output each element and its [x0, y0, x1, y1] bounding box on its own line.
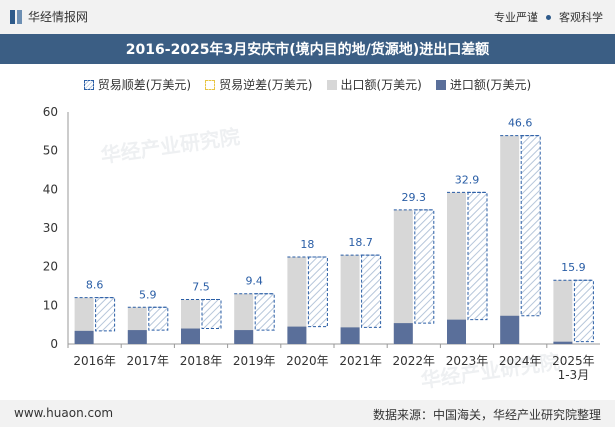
- x-tick-label: 2023年: [446, 354, 489, 368]
- brand-name: 华经情报网: [28, 10, 89, 24]
- legend-item-import: 进口额(万美元): [435, 76, 532, 93]
- import-bar: [127, 330, 147, 344]
- x-tick-label: 2024年: [499, 354, 542, 368]
- x-tick-label: 2017年: [127, 354, 170, 368]
- surplus-bar: [148, 306, 169, 331]
- data-label: 8.6: [86, 279, 104, 292]
- legend-item-surplus: 贸易顺差(万美元): [83, 76, 192, 93]
- surplus-bar: [201, 299, 222, 330]
- legend-swatch-surplus: [83, 79, 94, 90]
- data-label: 18: [300, 238, 314, 251]
- import-bar: [500, 315, 520, 344]
- chart-title: 2016-2025年3月安庆市(境内目的地/货源地)进出口差额: [125, 42, 490, 58]
- legend-label-surplus: 贸易顺差(万美元): [97, 78, 192, 92]
- export-bar: [287, 257, 307, 344]
- tagline: 专业严谨 客观科学: [494, 9, 603, 25]
- footer-url: www.huaon.com: [14, 406, 114, 420]
- import-bar: [447, 319, 466, 344]
- data-label: 7.5: [192, 281, 210, 294]
- footer: www.huaon.com 数据来源：中国海关，华经产业研究院整理: [0, 400, 615, 427]
- surplus-bar: [467, 191, 488, 321]
- y-tick-label: 0: [50, 337, 58, 351]
- x-tick-label: 1-3月: [558, 368, 590, 382]
- footer-source: 数据来源：中国海关，华经产业研究院整理: [372, 408, 601, 422]
- x-tick-label: 2020年: [286, 354, 329, 368]
- surplus-bar: [254, 293, 275, 331]
- legend-swatch-export: [326, 79, 337, 90]
- top-bar: 华经情报网 专业严谨 客观科学: [0, 0, 615, 34]
- legend-item-export: 出口额(万美元): [326, 76, 422, 93]
- x-tick-label: 2018年: [180, 354, 223, 368]
- data-label: 18.7: [348, 236, 373, 249]
- y-tick-label: 50: [43, 144, 58, 158]
- import-bar: [340, 327, 360, 344]
- y-tick-label: 60: [43, 105, 58, 119]
- surplus-bar: [414, 209, 435, 324]
- export-bar: [447, 192, 466, 344]
- import-bar: [181, 328, 200, 344]
- x-tick-label: 2019年: [233, 354, 276, 368]
- data-label: 46.6: [508, 117, 533, 130]
- surplus-bar: [307, 256, 328, 328]
- data-label: 29.3: [402, 191, 427, 204]
- x-tick-label: 2016年: [73, 354, 116, 368]
- legend-label-deficit: 贸易逆差(万美元): [219, 78, 313, 92]
- brand-logo-icon: [10, 9, 22, 24]
- import-bar: [393, 323, 413, 344]
- bar-chart: 0 10 20 30 40 50 60 8.6 2016年 5.9 2017年 7.5 2018年 9.4…: [43, 105, 600, 382]
- y-tick-label: 10: [43, 298, 58, 312]
- import-bar: [553, 341, 573, 344]
- export-bar: [553, 280, 573, 344]
- legend-swatch-import: [435, 79, 446, 90]
- brand: 华经情报网: [10, 8, 88, 25]
- export-bar: [393, 209, 413, 344]
- tagline-right: 客观科学: [559, 11, 603, 24]
- surplus-bar: [361, 254, 382, 328]
- export-bar: [500, 135, 520, 344]
- legend-label-export: 出口额(万美元): [340, 78, 422, 92]
- legend-item-deficit: 贸易逆差(万美元): [205, 76, 313, 93]
- data-label: 32.9: [455, 173, 480, 186]
- x-tick-label: 2021年: [339, 354, 382, 368]
- chart-legend: 贸易顺差(万美元) 贸易逆差(万美元) 出口额(万美元) 进口额(万美元): [0, 76, 615, 93]
- export-bar: [340, 255, 360, 344]
- data-label: 9.4: [245, 275, 263, 288]
- data-label: 15.9: [561, 261, 586, 274]
- surplus-bar: [573, 279, 594, 343]
- dot-icon: [546, 14, 551, 20]
- title-band: 2016-2025年3月安庆市(境内目的地/货源地)进出口差额: [0, 34, 615, 64]
- surplus-bar: [520, 135, 541, 317]
- y-tick-label: 30: [43, 221, 58, 235]
- data-label: 5.9: [139, 288, 157, 301]
- legend-label-import: 进口额(万美元): [449, 78, 532, 92]
- x-tick-label: 2025年: [552, 354, 595, 368]
- y-tick-label: 20: [43, 260, 58, 274]
- tagline-left: 专业严谨: [494, 11, 538, 24]
- import-bar: [234, 330, 254, 344]
- import-bar: [287, 326, 307, 344]
- legend-swatch-deficit: [205, 79, 216, 90]
- y-tick-label: 40: [43, 182, 58, 196]
- x-tick-label: 2022年: [393, 354, 436, 368]
- import-bar: [74, 330, 94, 344]
- surplus-bar: [95, 297, 116, 332]
